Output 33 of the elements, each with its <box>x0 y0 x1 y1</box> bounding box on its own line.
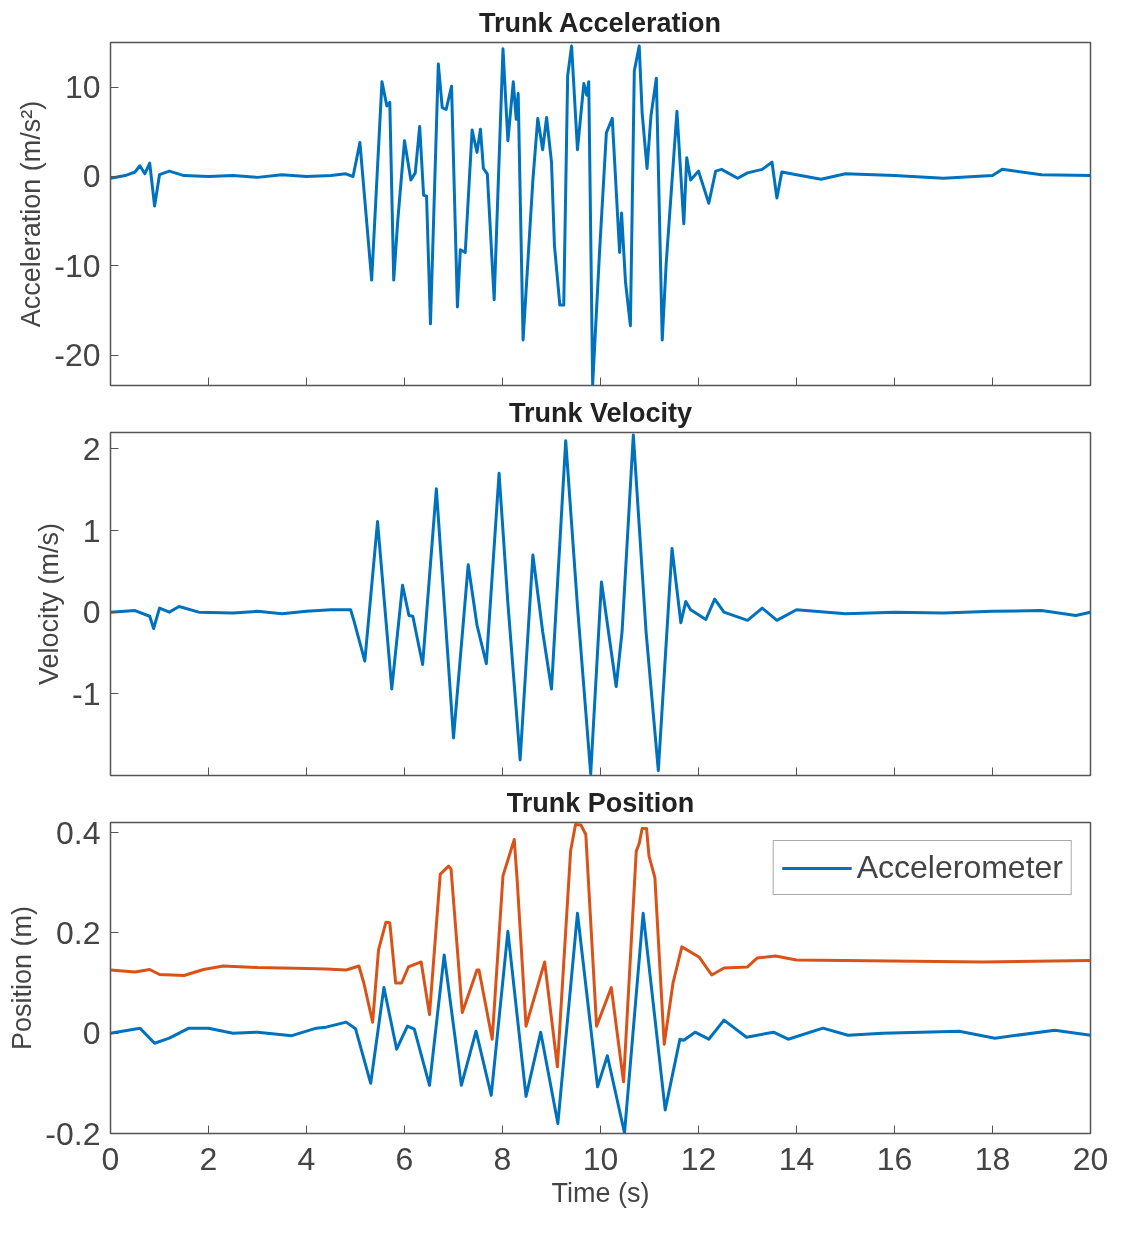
y-tick-label: -0.2 <box>45 1115 101 1152</box>
chart-title: Trunk Velocity <box>508 397 693 428</box>
y-tick-label: -1 <box>72 675 101 712</box>
y-tick-label: 0.4 <box>56 814 101 851</box>
line-series <box>110 433 1091 776</box>
line-series <box>110 44 1091 386</box>
x-tick-label: 16 <box>876 1140 913 1177</box>
x-tick-label: 6 <box>395 1140 414 1177</box>
x-tick-label: 8 <box>493 1140 512 1177</box>
y-tick-label: 0 <box>82 158 101 195</box>
chart-title: Trunk Position <box>506 787 695 818</box>
x-tick-label: 20 <box>1072 1140 1109 1177</box>
y-tick-label: 0 <box>82 594 101 631</box>
y-axis-title: Velocity (m/s) <box>34 522 65 686</box>
x-tick-label: 18 <box>974 1140 1011 1177</box>
y-tick-label: 2 <box>82 430 101 467</box>
y-tick-label: -20 <box>54 337 101 374</box>
x-tick-label: 2 <box>199 1140 218 1177</box>
x-tick-label: 10 <box>582 1140 619 1177</box>
y-axis-title: Position (m) <box>7 905 38 1051</box>
x-tick-label: 14 <box>778 1140 815 1177</box>
legend-label: Accelerometer <box>856 849 1063 886</box>
chart-title: Trunk Acceleration <box>478 7 722 38</box>
y-axis-title: Acceleration (m/s²) <box>16 100 47 328</box>
x-tick-label: 12 <box>680 1140 717 1177</box>
x-axis-title: Time (s) <box>551 1177 650 1208</box>
x-tick-label: 4 <box>297 1140 316 1177</box>
line-series <box>110 823 1091 1084</box>
y-tick-label: -10 <box>54 247 101 284</box>
y-tick-label: 10 <box>64 69 101 106</box>
y-tick-label: 0 <box>82 1015 101 1052</box>
y-tick-label: 1 <box>82 512 101 549</box>
y-tick-label: 0.2 <box>56 914 101 951</box>
